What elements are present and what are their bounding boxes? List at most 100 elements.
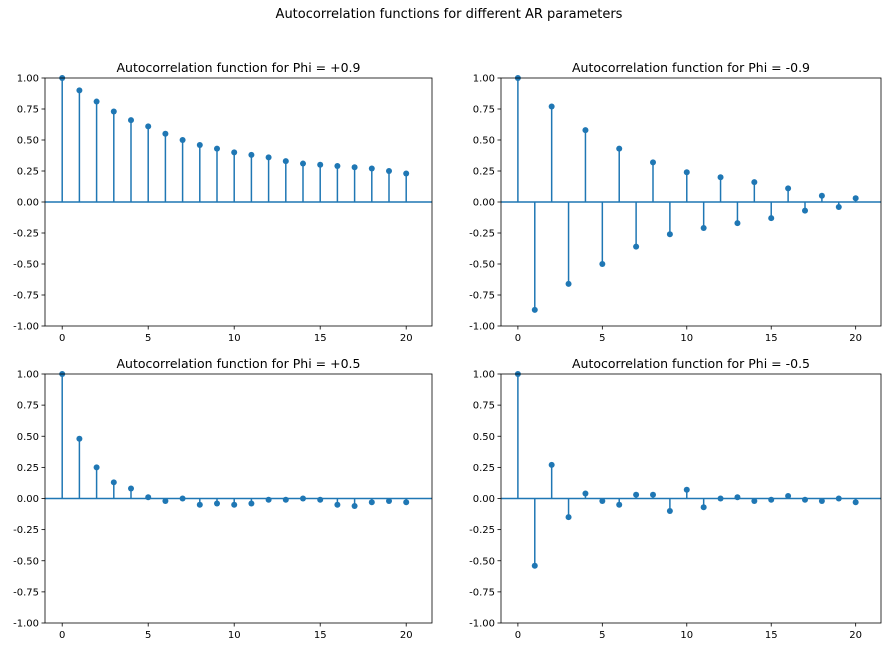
x-tick-label: 20 [849,333,862,344]
y-tick-label: 1.00 [17,74,39,85]
stem-marker-lag-6 [162,497,169,504]
stem-marker-lag-20 [852,195,859,202]
x-tick-label: 15 [314,630,327,641]
y-tick-label: 0.00 [473,198,495,209]
x-tick-label: 10 [680,630,693,641]
x-tick-label: 20 [400,333,413,344]
stem-marker-lag-13 [734,220,741,227]
y-tick-label: -0.25 [13,525,39,536]
chart-title: Autocorrelation function for Phi = +0.9 [117,60,361,75]
y-tick-label: 1.00 [473,370,495,381]
y-tick-label: 0.75 [473,401,495,412]
stem-marker-lag-14 [751,497,758,504]
stem-marker-lag-8 [650,159,656,166]
y-tick-label: 0.25 [473,463,495,474]
chart-title: Autocorrelation function for Phi = -0.5 [572,356,810,371]
x-tick-label: 10 [680,333,693,344]
y-tick-label: -0.75 [469,587,495,598]
stem-marker-lag-3 [110,479,117,486]
y-tick-label: 0.25 [17,167,39,178]
stem-marker-lag-12 [265,496,272,503]
stem-marker-lag-2 [548,103,555,110]
stem-marker-lag-2 [93,98,100,105]
stem-marker-lag-4 [582,127,589,134]
y-tick-label: 0.50 [473,432,495,443]
y-tick-label: 0.50 [17,136,39,147]
x-tick-label: 15 [765,333,778,344]
chart-title: Autocorrelation function for Phi = -0.9 [572,60,810,75]
stem-marker-lag-15 [768,496,775,503]
stem-marker-lag-14 [751,179,758,186]
y-tick-label: -1.00 [469,322,495,333]
y-tick-label: 0.25 [17,463,39,474]
y-tick-label: -0.25 [13,229,39,240]
stem-marker-lag-1 [531,562,538,569]
stem-marker-lag-16 [334,163,341,170]
chart-panel-1: Autocorrelation function for Phi = +0.9 1… [13,60,433,344]
x-tick-label: 0 [515,630,521,641]
chart-title: Autocorrelation function for Phi = +0.5 [117,356,361,371]
stem-marker-lag-5 [599,261,606,267]
y-tick-label: 0.00 [17,494,39,505]
stem-marker-lag-10 [231,149,238,156]
y-tick-label: -1.00 [13,322,39,333]
stem-marker-lag-15 [317,496,324,503]
x-tick-label: 0 [59,333,65,344]
x-tick-label: 0 [59,630,65,641]
stem-marker-lag-9 [214,500,220,507]
stem-marker-lag-5 [599,497,606,504]
stem-marker-lag-9 [666,507,673,514]
y-tick-label: 0.50 [473,136,495,147]
stem-marker-lag-6 [616,501,623,508]
stem-marker-lag-18 [818,497,825,504]
y-tick-label: -0.75 [469,291,495,302]
chart-panel-2: Autocorrelation function for Phi = -0.9 1… [469,60,882,344]
stem-marker-lag-11 [248,151,255,158]
stem-marker-lag-18 [368,499,375,506]
x-tick-label: 5 [599,630,605,641]
stem-marker-lag-7 [179,137,186,143]
stem-marker-lag-1 [76,435,83,442]
y-tick-label: -0.75 [13,587,39,598]
stem-marker-lag-18 [818,192,825,199]
stem-marker-lag-2 [93,464,100,471]
y-tick-label: -0.25 [469,229,495,240]
chart-panel-4: Autocorrelation function for Phi = -0.5 1… [469,356,882,641]
stem-marker-lag-7 [633,243,640,250]
stem-marker-lag-5 [145,494,152,501]
stem-marker-lag-13 [282,158,289,165]
stem-marker-lag-11 [700,225,707,232]
stem-marker-lag-20 [852,499,859,506]
y-tick-label: -0.75 [13,291,39,302]
stem-marker-lag-4 [128,117,134,124]
stem-marker-lag-10 [683,486,690,493]
y-tick-label: 0.75 [17,401,39,412]
y-tick-label: 0.00 [17,198,39,209]
x-tick-label: 15 [765,630,778,641]
x-tick-label: 5 [145,333,151,344]
x-tick-label: 5 [599,333,605,344]
stem-marker-lag-16 [785,185,792,192]
stem-marker-lag-8 [196,141,203,148]
stem-marker-lag-9 [666,231,673,238]
stem-marker-lag-17 [351,164,358,171]
figure-suptitle: Autocorrelation functions for different … [276,7,623,22]
stem-marker-lag-13 [734,494,741,501]
x-tick-label: 20 [849,630,862,641]
stem-marker-lag-16 [785,493,792,500]
stem-marker-lag-17 [802,496,808,503]
y-tick-label: 0.75 [473,105,495,116]
stem-marker-lag-3 [565,514,572,521]
stem-marker-lag-7 [633,491,640,498]
x-tick-label: 0 [515,333,521,344]
y-tick-label: -0.25 [469,525,495,536]
stem-marker-lag-17 [802,207,808,214]
stem-marker-lag-1 [76,87,83,94]
y-tick-label: 1.00 [473,74,495,85]
stem-marker-lag-5 [145,123,152,130]
x-tick-label: 5 [145,630,151,641]
stem-marker-lag-19 [386,168,392,174]
stem-marker-lag-18 [368,165,375,172]
stem-marker-lag-9 [214,145,220,152]
